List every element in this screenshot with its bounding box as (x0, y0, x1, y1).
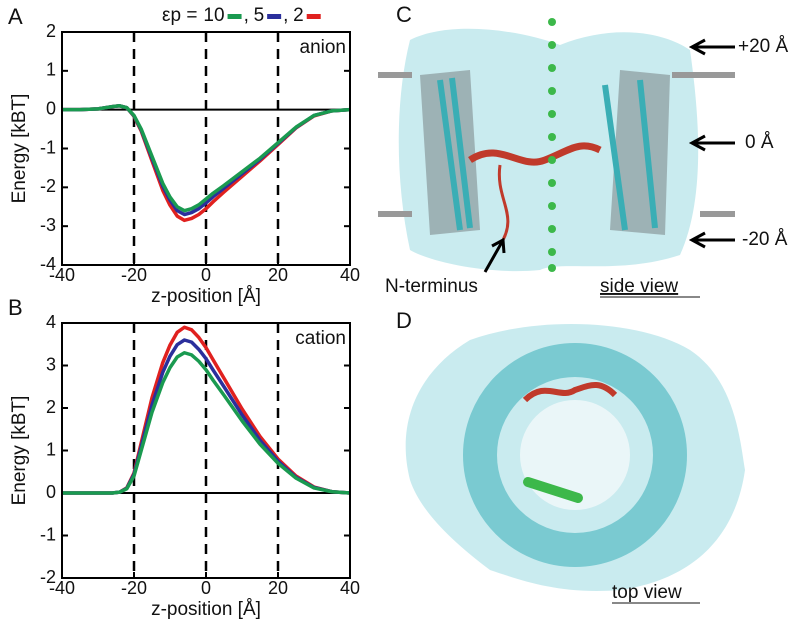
x-axis-label: z-position [Å] (151, 286, 261, 307)
view-label: top view (612, 582, 682, 603)
panel-label: A (8, 4, 23, 29)
y-tick-label: 1 (46, 439, 56, 459)
x-tick-label: 40 (340, 265, 360, 285)
annotation: anion (300, 37, 347, 58)
y-tick-label: 0 (46, 98, 56, 118)
y-tick-label: 0 (46, 482, 56, 502)
level-label: -20 Å (742, 229, 788, 250)
legend-title: εp = (162, 5, 197, 26)
x-tick-label: 40 (340, 578, 360, 598)
level-label: +20 Å (738, 36, 789, 57)
legend-swatch (267, 14, 282, 19)
legend-label: 10 (203, 5, 224, 26)
plot-frame (61, 31, 351, 266)
legend-swatch (306, 14, 321, 19)
y-tick-label: -4 (40, 254, 56, 274)
legend-label: 2 (293, 5, 304, 26)
y-tick-label: 4 (46, 312, 56, 332)
side-view-illustration (378, 18, 735, 273)
x-tick-label: -40 (49, 265, 75, 285)
y-tick-label: -1 (40, 524, 56, 544)
y-tick-label: 2 (46, 397, 56, 417)
x-tick-label: -20 (121, 265, 147, 285)
data-line (62, 351, 351, 495)
legend-separator: , (244, 5, 249, 26)
y-tick-label: 1 (46, 60, 56, 80)
y-axis-label: Energy [kBT] (9, 94, 30, 204)
top-view-illustration (405, 323, 745, 591)
plot-frame (61, 322, 351, 579)
x-tick-label: 0 (201, 578, 211, 598)
legend-swatch (227, 14, 242, 19)
legend-label: 5 (254, 5, 265, 26)
annotation: cation (295, 328, 346, 349)
y-tick-label: -2 (40, 567, 56, 587)
pointer-label: N-terminus (385, 276, 478, 297)
y-tick-label: -2 (40, 176, 56, 196)
x-tick-label: 20 (268, 578, 288, 598)
x-tick-label: 20 (268, 265, 288, 285)
legend-separator: , (283, 5, 288, 26)
y-axis-label: Energy [kBT] (9, 396, 30, 506)
x-axis-label: z-position [Å] (151, 599, 261, 620)
panel-label: C (396, 2, 412, 27)
view-label: side view (600, 276, 678, 297)
data-line (62, 104, 351, 213)
x-tick-label: -20 (121, 578, 147, 598)
x-tick-label: 0 (201, 265, 211, 285)
panel-label: D (396, 308, 412, 333)
y-tick-label: -3 (40, 215, 56, 235)
level-label: 0 Å (745, 132, 774, 153)
x-tick-label: -40 (49, 578, 75, 598)
y-tick-label: 3 (46, 354, 56, 374)
panel-label: B (8, 295, 23, 320)
y-tick-label: -1 (40, 137, 56, 157)
y-tick-label: 2 (46, 21, 56, 41)
